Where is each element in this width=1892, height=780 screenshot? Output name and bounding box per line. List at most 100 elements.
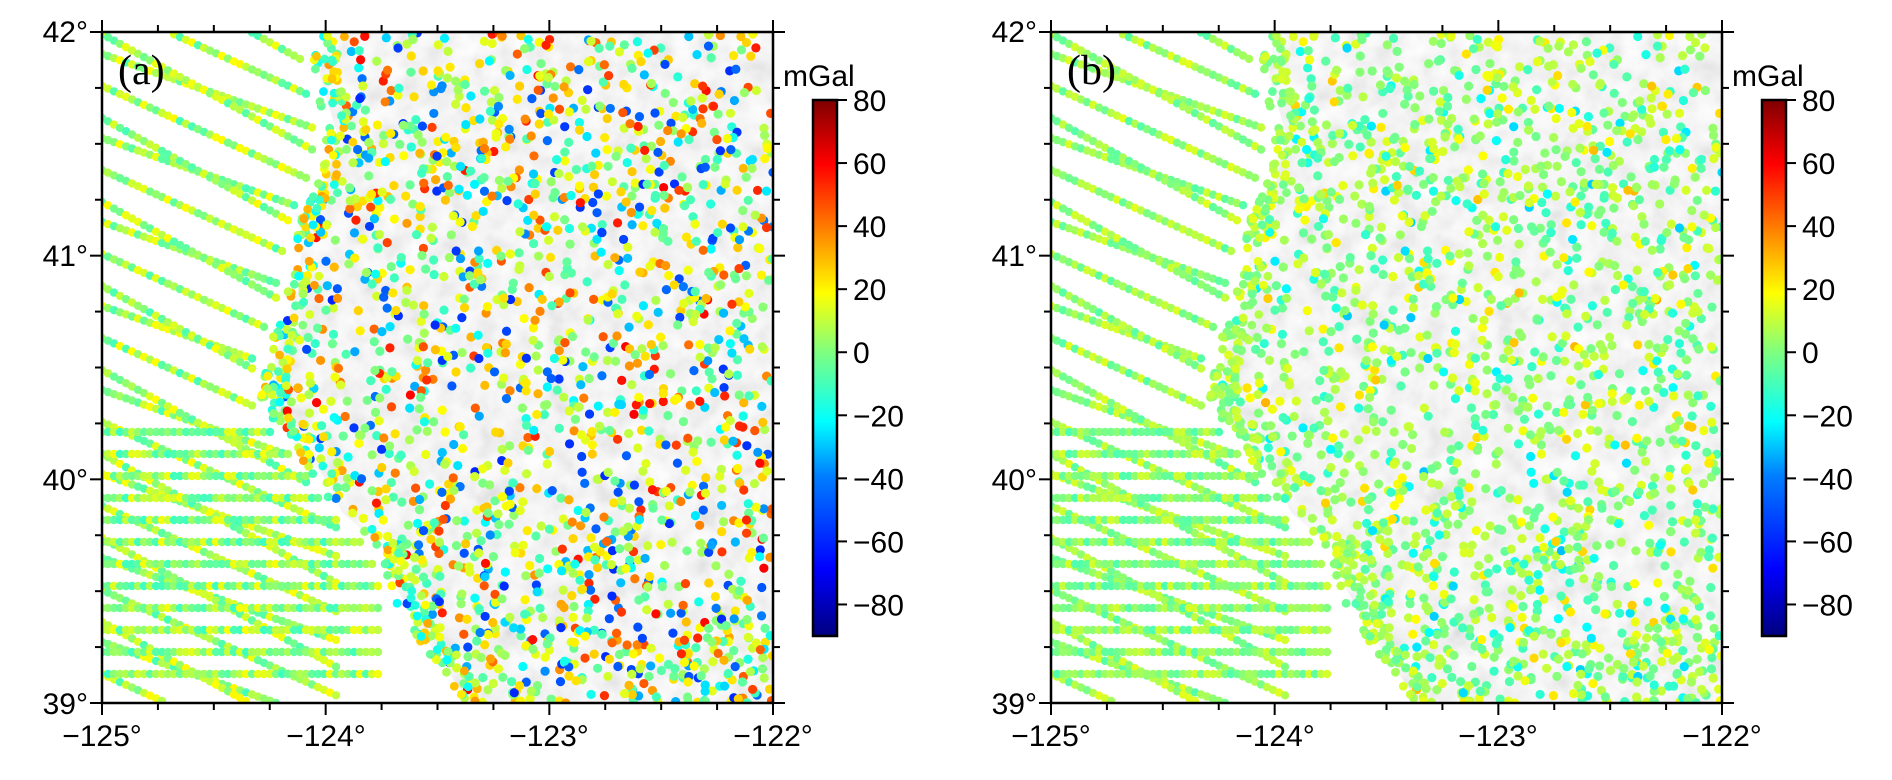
station-dot [199, 603, 209, 613]
station-dot [514, 681, 525, 691]
station-dot [627, 669, 637, 679]
station-dot [1220, 471, 1230, 481]
station-dot [310, 338, 320, 349]
station-dot [759, 130, 770, 140]
station-dot [211, 537, 221, 547]
station-dot [157, 427, 167, 437]
station-dot [133, 449, 143, 459]
station-dot [617, 294, 627, 304]
station-dot [1643, 597, 1653, 607]
station-dot [636, 57, 646, 67]
station-dot [313, 493, 323, 503]
station-dot [486, 97, 497, 107]
station-dot [305, 310, 315, 319]
station-dot [595, 101, 605, 111]
station-dot [1286, 625, 1296, 635]
station-dot [732, 450, 742, 460]
station-dot [1178, 471, 1188, 481]
station-dot [1190, 603, 1200, 613]
station-dot [145, 581, 155, 591]
station-dot [526, 131, 536, 141]
station-dot [412, 355, 422, 366]
station-dot [735, 478, 745, 488]
station-dot [265, 537, 275, 547]
station-dot [1298, 537, 1308, 547]
station-dot [103, 537, 113, 547]
station-dot [318, 404, 328, 414]
station-dot [654, 167, 664, 177]
station-dot [1148, 471, 1158, 481]
station-dot [381, 384, 391, 394]
station-dot [692, 456, 702, 467]
station-dot [447, 381, 457, 391]
station-dot [611, 151, 621, 161]
station-dot [339, 123, 349, 133]
station-dot [1495, 177, 1505, 187]
station-dot [656, 332, 666, 342]
station-dot [169, 449, 179, 459]
station-dot [1250, 647, 1260, 657]
station-dot [700, 162, 710, 172]
station-dot [710, 387, 720, 398]
station-dot [386, 85, 396, 96]
station-dot [614, 399, 624, 409]
station-dot [536, 521, 546, 531]
station-dot [307, 537, 317, 547]
station-dot [1106, 647, 1116, 657]
station-dot [503, 176, 513, 186]
station-dot [582, 131, 592, 142]
station-dot [345, 204, 355, 214]
station-dot [157, 647, 167, 657]
station-dot [1064, 427, 1074, 437]
station-dot [731, 64, 741, 74]
station-dot [217, 669, 227, 679]
station-dot [109, 537, 119, 547]
station-dot [175, 427, 185, 437]
station-dot [466, 332, 476, 342]
station-dot [1286, 647, 1296, 657]
station-dot [1410, 103, 1420, 113]
station-dot [408, 34, 418, 45]
station-dot [582, 277, 592, 287]
station-dot [627, 380, 637, 390]
station-dot [576, 430, 587, 440]
station-dot [515, 483, 525, 493]
station-dot [607, 177, 617, 187]
station-dot [433, 66, 443, 76]
station-dot [661, 440, 671, 450]
station-dot [627, 690, 637, 700]
station-dot [380, 559, 390, 569]
station-dot [187, 581, 197, 591]
station-dot [354, 45, 364, 56]
station-dot [328, 150, 338, 160]
station-dot [689, 661, 699, 671]
station-dot [395, 139, 405, 149]
station-dot [658, 228, 668, 238]
station-dot [505, 441, 515, 451]
station-dot [1238, 581, 1248, 591]
station-dot [121, 581, 131, 591]
station-dot [109, 669, 119, 679]
station-dot [151, 515, 161, 525]
station-dot [1214, 647, 1224, 657]
station-dot [1190, 625, 1200, 635]
station-dot [523, 445, 533, 455]
station-dot [1542, 401, 1552, 411]
station-dot [630, 178, 640, 188]
station-dot [139, 449, 149, 459]
station-dot [241, 559, 251, 569]
station-dot [405, 390, 416, 400]
station-dot [1208, 559, 1218, 569]
station-dot [762, 142, 772, 153]
station-dot [1232, 647, 1242, 657]
station-dot [283, 287, 293, 297]
station-dot [163, 625, 173, 635]
station-dot [628, 649, 638, 659]
station-dot [641, 154, 651, 164]
station-dot [259, 515, 269, 525]
station-dot [630, 350, 640, 360]
station-dot [340, 411, 350, 422]
station-dot [695, 396, 705, 406]
station-dot [283, 471, 293, 481]
station-dot [439, 271, 449, 282]
